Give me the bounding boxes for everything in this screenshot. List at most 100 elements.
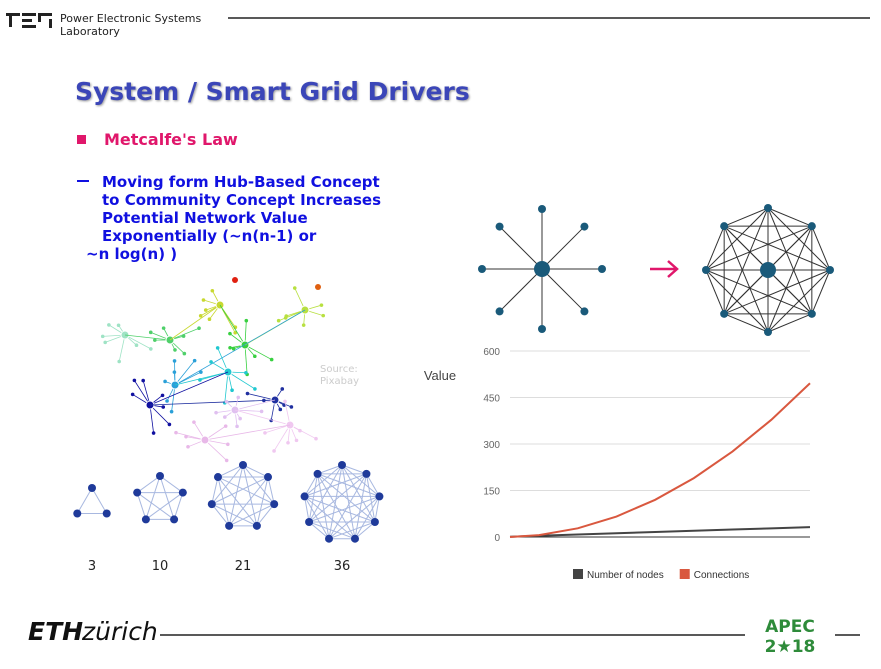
sub-bullet: Exponentially (~n(n-1) or xyxy=(102,227,317,245)
edge xyxy=(308,473,367,523)
eth-logo: zürich xyxy=(81,617,158,646)
node xyxy=(172,359,177,363)
node xyxy=(301,323,306,327)
edge xyxy=(308,464,343,523)
edge xyxy=(723,225,769,271)
node xyxy=(209,360,213,364)
edge xyxy=(317,473,330,539)
node xyxy=(186,445,190,449)
edge xyxy=(174,360,195,386)
node xyxy=(117,359,121,364)
edge xyxy=(304,496,356,540)
node xyxy=(165,399,169,403)
edge xyxy=(228,503,275,527)
edge xyxy=(317,473,380,497)
edge xyxy=(211,503,258,527)
edge xyxy=(211,476,269,505)
node xyxy=(226,442,230,447)
bullet: Metcalfe's Law xyxy=(104,130,238,149)
node xyxy=(283,399,287,404)
node xyxy=(289,405,294,409)
node xyxy=(199,370,203,374)
node xyxy=(224,458,229,463)
y-axis-label: Value xyxy=(424,368,456,383)
edge xyxy=(204,439,227,461)
edge xyxy=(723,313,769,333)
node xyxy=(151,431,156,435)
edge xyxy=(136,492,147,520)
node xyxy=(286,440,290,445)
edge xyxy=(767,207,813,227)
edge xyxy=(242,464,275,505)
node xyxy=(107,323,111,327)
node xyxy=(292,286,297,290)
edge xyxy=(174,371,202,386)
slide-title: System / Smart Grid Drivers xyxy=(75,77,470,106)
node xyxy=(228,331,232,336)
node xyxy=(244,370,248,375)
node xyxy=(298,428,302,433)
edge xyxy=(134,380,151,406)
node xyxy=(182,351,187,356)
node xyxy=(495,307,504,316)
node xyxy=(598,265,606,273)
edge xyxy=(173,492,184,520)
edge xyxy=(723,225,831,271)
node xyxy=(178,488,187,497)
node xyxy=(238,416,242,421)
node xyxy=(478,265,486,273)
node xyxy=(534,261,550,277)
edge xyxy=(317,473,356,539)
edge xyxy=(767,313,813,333)
edge xyxy=(136,492,175,520)
node xyxy=(233,330,238,335)
node xyxy=(173,348,177,352)
edge xyxy=(149,371,229,406)
node xyxy=(161,326,166,330)
node xyxy=(244,318,249,323)
node xyxy=(102,509,111,518)
node xyxy=(160,393,165,398)
node xyxy=(201,298,206,302)
edge xyxy=(723,225,769,333)
legend-swatch xyxy=(679,569,690,579)
node xyxy=(375,492,384,501)
edge xyxy=(149,404,170,425)
logo-pes xyxy=(6,13,52,28)
node xyxy=(807,309,816,318)
apec-logo: 2★18 xyxy=(765,637,816,657)
node xyxy=(264,473,273,482)
edge xyxy=(91,487,108,514)
node xyxy=(263,431,267,435)
edge xyxy=(328,473,367,539)
edge xyxy=(242,464,258,526)
edge xyxy=(124,334,152,350)
edge xyxy=(304,496,330,539)
node xyxy=(210,288,215,293)
node xyxy=(170,515,179,524)
edge xyxy=(224,371,229,403)
node xyxy=(149,347,153,351)
edge xyxy=(217,464,244,478)
node xyxy=(169,409,174,414)
node xyxy=(764,204,772,212)
node xyxy=(203,308,208,312)
node xyxy=(207,500,216,509)
header-lab: Laboratory xyxy=(60,25,120,38)
edge xyxy=(341,464,380,497)
edge xyxy=(244,344,248,375)
node xyxy=(141,378,145,383)
node xyxy=(720,222,729,231)
edge xyxy=(159,475,175,520)
node xyxy=(236,395,241,400)
edge xyxy=(149,399,276,406)
node xyxy=(294,438,299,443)
node xyxy=(133,488,142,497)
node xyxy=(252,521,261,530)
edge xyxy=(267,476,275,505)
edge xyxy=(328,464,343,539)
node xyxy=(174,430,178,435)
node xyxy=(315,284,321,290)
node xyxy=(198,378,202,382)
node xyxy=(215,346,220,350)
